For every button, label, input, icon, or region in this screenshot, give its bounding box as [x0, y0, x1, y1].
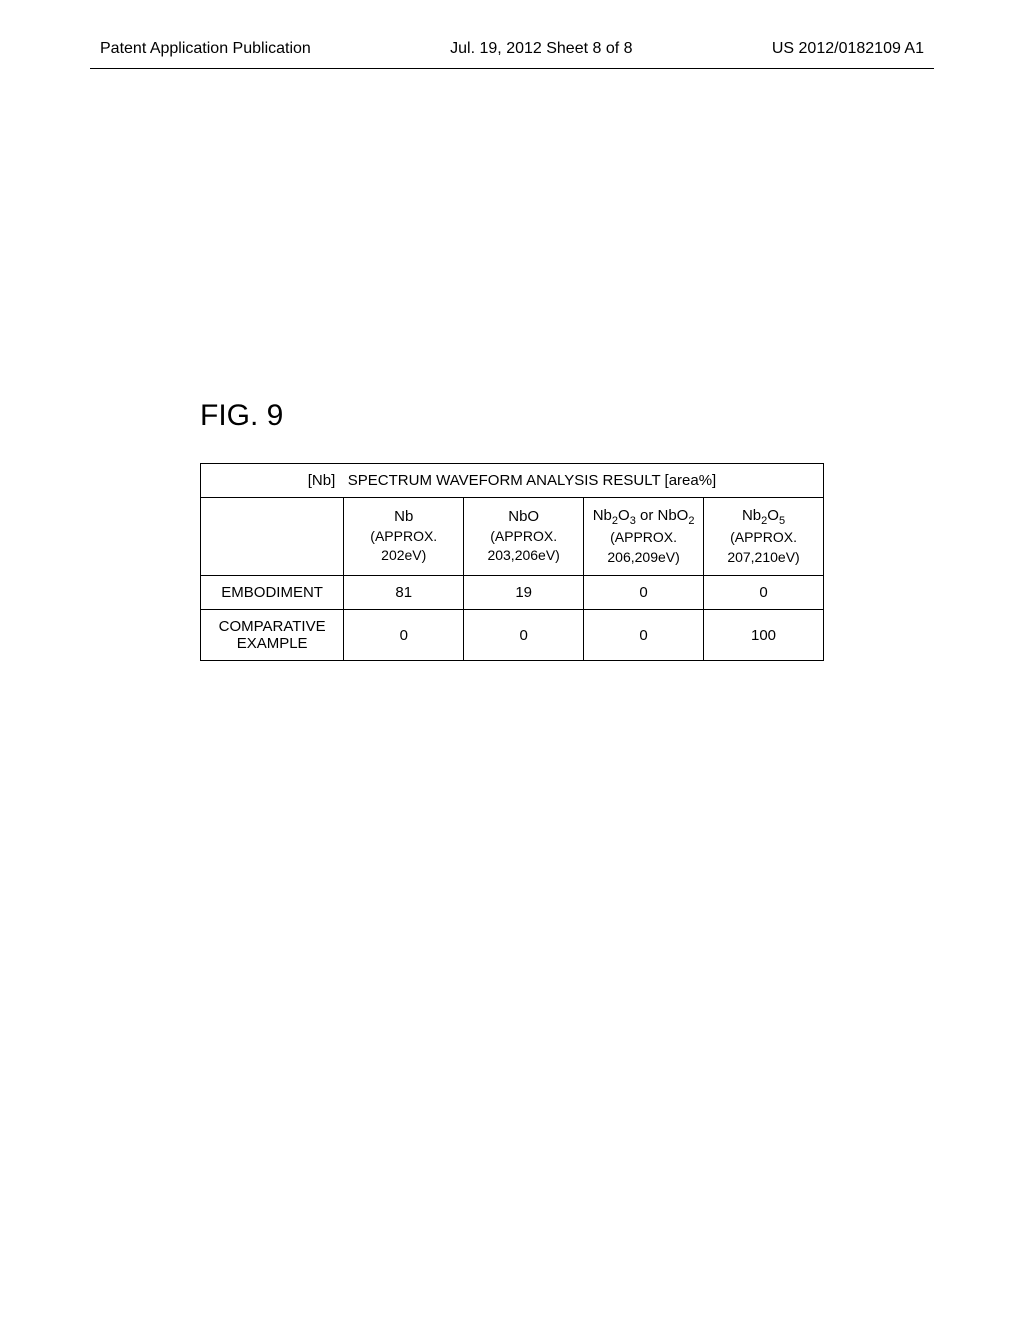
col-ev-3: 207,210eV): [727, 549, 799, 565]
row-label-1: COMPARATIVE EXAMPLE: [201, 610, 344, 661]
empty-corner-cell: [201, 498, 344, 576]
header-right-text: US 2012/0182109 A1: [772, 40, 924, 58]
cell-1-2: 0: [584, 610, 704, 661]
row-label-0: EMBODIMENT: [201, 576, 344, 610]
col-formula-3: Nb2O5: [742, 507, 785, 524]
col-header-3: Nb2O5 (APPROX. 207,210eV): [704, 498, 824, 576]
table-body: EMBODIMENT 81 19 0 0 COMPARATIVE EXAMPLE…: [201, 576, 824, 661]
header-center-text: Jul. 19, 2012 Sheet 8 of 8: [450, 40, 632, 58]
header-left-text: Patent Application Publication: [100, 40, 311, 58]
col-ev-0: 202eV): [381, 547, 426, 563]
col-formula-1: NbO: [508, 508, 539, 525]
cell-0-2: 0: [584, 576, 704, 610]
title-prefix: [Nb]: [308, 472, 336, 489]
col-approx-3: (APPROX.: [730, 529, 797, 545]
page-header: Patent Application Publication Jul. 19, …: [0, 0, 1024, 68]
col-approx-2: (APPROX.: [610, 529, 677, 545]
table-row: EMBODIMENT 81 19 0 0: [201, 576, 824, 610]
col-ev-1: 203,206eV): [487, 547, 559, 563]
col-header-1: NbO (APPROX. 203,206eV): [464, 498, 584, 576]
col-ev-2: 206,209eV): [607, 549, 679, 565]
col-header-0: Nb (APPROX. 202eV): [344, 498, 464, 576]
table-title-row: [Nb] SPECTRUM WAVEFORM ANALYSIS RESULT […: [201, 464, 824, 498]
cell-1-0: 0: [344, 610, 464, 661]
table-column-header-row: Nb (APPROX. 202eV) NbO (APPROX. 203,206e…: [201, 498, 824, 576]
col-approx-0: (APPROX.: [370, 528, 437, 544]
table-row: COMPARATIVE EXAMPLE 0 0 0 100: [201, 610, 824, 661]
title-main: SPECTRUM WAVEFORM ANALYSIS RESULT: [348, 472, 661, 489]
figure-label: FIG. 9: [200, 399, 824, 433]
cell-0-0: 81: [344, 576, 464, 610]
table-head: [Nb] SPECTRUM WAVEFORM ANALYSIS RESULT […: [201, 464, 824, 576]
spectrum-table: [Nb] SPECTRUM WAVEFORM ANALYSIS RESULT […: [200, 463, 824, 661]
col-formula-2: Nb2O3 or NbO2: [593, 507, 695, 524]
cell-1-1: 0: [464, 610, 584, 661]
content-area: FIG. 9 [Nb] SPECTRUM WAVEFORM ANALYSIS R…: [0, 69, 1024, 661]
cell-0-3: 0: [704, 576, 824, 610]
col-header-2: Nb2O3 or NbO2 (APPROX. 206,209eV): [584, 498, 704, 576]
col-approx-1: (APPROX.: [490, 528, 557, 544]
cell-0-1: 19: [464, 576, 584, 610]
col-formula-0: Nb: [394, 508, 413, 525]
title-unit: [area%]: [665, 472, 717, 489]
row-label-line1: COMPARATIVE: [219, 618, 326, 635]
row-label-line2: EXAMPLE: [237, 635, 308, 652]
table-title-cell: [Nb] SPECTRUM WAVEFORM ANALYSIS RESULT […: [201, 464, 824, 498]
cell-1-3: 100: [704, 610, 824, 661]
